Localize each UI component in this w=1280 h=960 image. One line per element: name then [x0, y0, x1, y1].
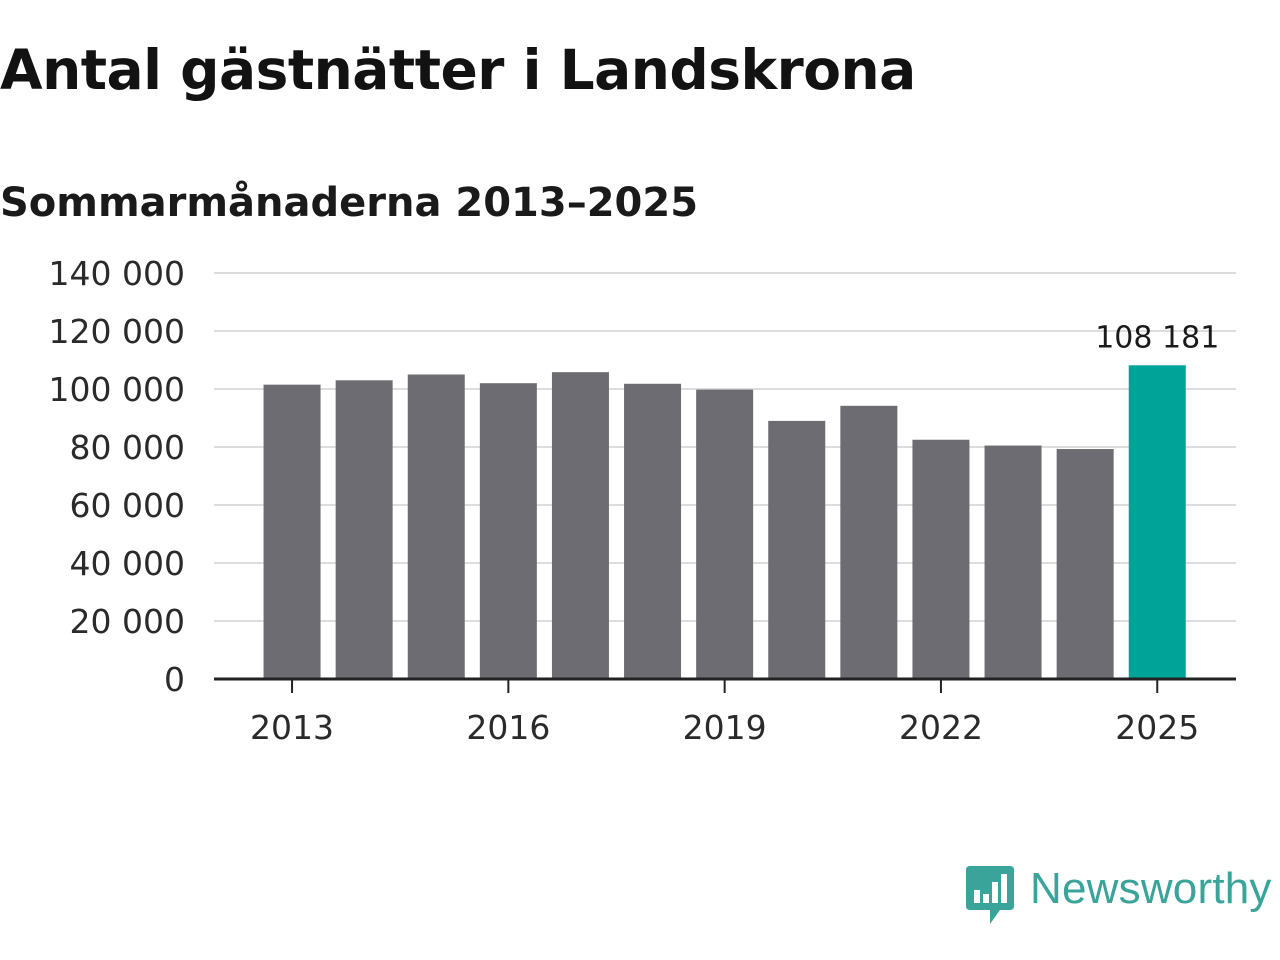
y-tick-label: 120 000 — [49, 312, 185, 351]
x-tick-label: 2016 — [466, 708, 550, 747]
y-axis-ticks: 0 20 000 40 000 60 000 80 000 100 000 120 000 1… — [49, 254, 185, 699]
y-tick-label: 40 000 — [70, 544, 185, 583]
bar-chart: 0 20 000 40 000 60 000 80 000 100 000 120 000 1… — [49, 254, 1236, 747]
bar-2019 — [696, 389, 754, 679]
y-tick-label: 100 000 — [49, 370, 185, 409]
chart-subtitle: Sommarmånaderna 2013–2025 — [0, 180, 699, 226]
y-tick-label: 60 000 — [70, 486, 185, 525]
x-tick-label: 2022 — [899, 708, 983, 747]
x-tick-label: 2019 — [683, 708, 767, 747]
x-tick-label: 2025 — [1115, 708, 1199, 747]
logo-wordmark: Newsworthy — [1030, 864, 1272, 913]
data-label-2025: 108 181 — [1095, 320, 1219, 355]
bar-2022 — [912, 439, 970, 679]
y-tick-label: 20 000 — [70, 602, 185, 641]
bar-2025 — [1128, 365, 1186, 679]
newsworthy-chart-bubble-icon — [966, 866, 1014, 924]
chart-title: Antal gästnätter i Landskrona — [0, 38, 916, 102]
bar-2018 — [624, 383, 682, 679]
bar-2017 — [551, 372, 609, 679]
y-tick-label: 0 — [164, 660, 185, 699]
bar-2021 — [840, 405, 898, 679]
x-tick-label: 2013 — [250, 708, 334, 747]
bars — [263, 365, 1186, 679]
bar-2023 — [984, 445, 1042, 679]
bar-2014 — [335, 380, 393, 679]
bar-2013 — [263, 384, 321, 679]
y-tick-label: 80 000 — [70, 428, 185, 467]
bar-2015 — [407, 374, 465, 679]
bar-2020 — [768, 420, 826, 679]
data-labels: 108 181 — [1095, 320, 1219, 355]
bar-2024 — [1056, 449, 1114, 679]
newsworthy-logo: Newsworthy — [964, 862, 1272, 928]
bar-2016 — [479, 383, 537, 679]
y-tick-label: 140 000 — [49, 254, 185, 293]
x-axis-ticks: 2013 2016 2019 2022 2025 — [250, 679, 1199, 747]
